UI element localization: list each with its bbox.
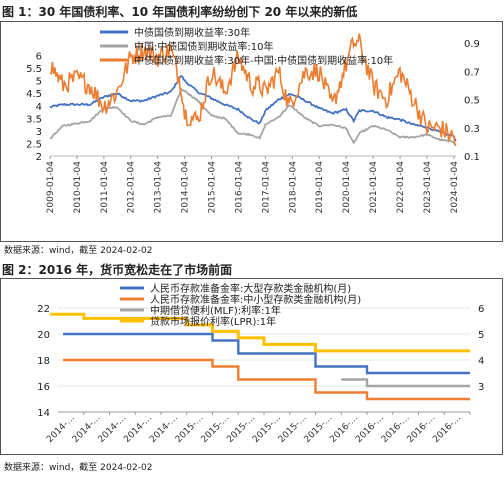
x-tick-label: 2020-01-04 [342, 161, 352, 214]
series-line-4 [50, 312, 470, 353]
figure-2-chart: 141618202234562014-…2014-…2014-…2014-…20… [0, 278, 503, 455]
x-tick-label: 2019-01-04 [315, 161, 325, 214]
y-right-tick-label: 0.7 [464, 67, 480, 78]
x-tick-label: 2024-01-04 [450, 161, 460, 214]
x-tick-label: 2009-01-04 [46, 161, 56, 214]
legend-label-1: 人民币存款准备金率:大型存款类金融机构(月) [150, 282, 351, 295]
legend-label-2: 人民币存款准备金率:中小型存款类金融机构(月) [150, 293, 361, 306]
series-line-2 [49, 87, 457, 147]
figure-2-title: 图 2：2016 年，货币宽松走在了市场前面 [2, 263, 233, 277]
figure-1-source: 数据来源：wind，截至 2024-02-02 [4, 246, 153, 256]
x-tick-label: 2012-01-04 [127, 161, 137, 214]
x-tick-label: 2016-… [431, 413, 463, 445]
x-tick-label: 2021-01-04 [369, 161, 379, 214]
y-right-tick-label: 4 [478, 356, 484, 367]
y-left-tick-label: 3.5 [26, 114, 42, 125]
y-left-tick-label: 4.5 [26, 89, 42, 100]
x-tick-label: 2016-01-04 [234, 161, 244, 214]
y-left-tick-label: 3 [36, 127, 42, 138]
figure-1-title: 图 1：30 年国债利率、10 年国债利率纷纷创下 20 年以来的新低 [2, 5, 358, 19]
figure-1-chart: 2 2.53 3.54 4.55 5.56 0.1 0.3 0.5 0.7 0.9 2009-01-… [0, 21, 503, 242]
x-tick-label: 2010-01-04 [73, 161, 83, 214]
legend-label-1: 中债国债到期收益率:30年 [134, 26, 250, 39]
x-tick-label: 2022-01-04 [396, 161, 406, 214]
series-line-3 [49, 33, 456, 146]
series-line-1 [49, 74, 457, 142]
legend-label-4: 贷款市场报价利率(LPR):1年 [150, 315, 276, 328]
y-left-tick-label: 14 [37, 408, 50, 419]
x-tick-label: 2023-01-04 [423, 161, 433, 214]
legend-label-3: 中期借贷便利(MLF):利率:1年 [150, 304, 281, 317]
y-right-tick-label: 0.1 [464, 152, 480, 163]
y-left-tick-label: 2.5 [26, 139, 42, 150]
y-left-tick-label: 18 [37, 356, 50, 367]
y-left-tick-label: 6 [36, 52, 42, 63]
chart-2-frame [0, 278, 503, 455]
y-left-tick-label: 5.5 [26, 64, 42, 75]
chart-1-frame [0, 21, 503, 242]
y-right-tick-label: 5 [478, 330, 484, 341]
y-right-tick-label: 0.5 [464, 96, 480, 107]
x-tick-label: 2015-01-04 [208, 161, 218, 214]
x-tick-label: 2014-01-04 [181, 161, 191, 214]
y-right-tick-label: 0.3 [464, 124, 480, 135]
y-left-tick-label: 20 [37, 330, 50, 341]
x-tick-label: 2013-01-04 [154, 161, 164, 214]
y-left-tick-label: 5 [36, 77, 42, 88]
y-left-tick-label: 16 [37, 382, 50, 393]
y-right-tick-label: 0.9 [464, 39, 480, 50]
series-line-3 [341, 378, 470, 388]
y-left-tick-label: 2 [36, 152, 42, 163]
y-right-tick-label: 6 [478, 304, 484, 315]
x-tick-label: 2011-01-04 [100, 161, 110, 214]
figure-2-source: 数据来源：wind，截至 2024-02-02 [4, 463, 153, 473]
legend-label-3: 中债国债到期收益率:30年-中国:中债国债到期收益率:10年 [134, 54, 393, 67]
series-line-2 [63, 358, 470, 401]
y-left-tick-label: 22 [37, 304, 50, 315]
series-line-1 [63, 332, 470, 375]
legend-label-2: 中国:中债国债到期收益率:10年 [134, 40, 273, 53]
y-right-tick-label: 3 [478, 382, 484, 393]
x-tick-label: 2017-01-04 [261, 161, 271, 214]
x-tick-label: 2018-01-04 [288, 161, 298, 214]
y-left-tick-label: 4 [36, 102, 42, 113]
